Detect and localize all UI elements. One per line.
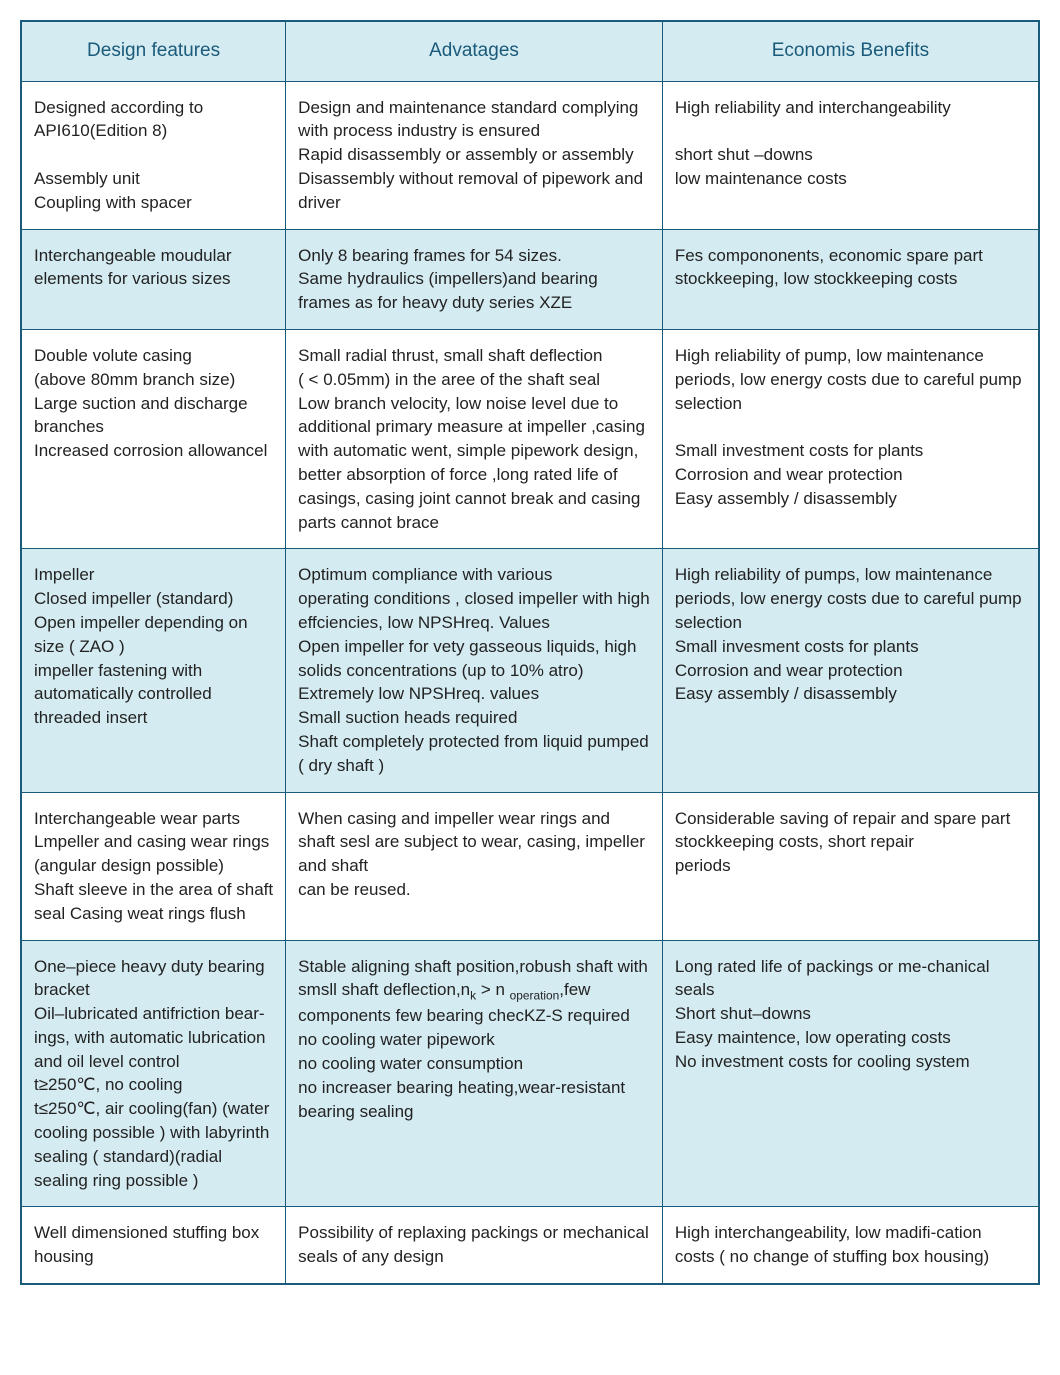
header-economis-benefits: Economis Benefits (662, 21, 1039, 81)
table-row: Double volute casing (above 80mm branch … (21, 329, 1039, 548)
header-advantages: Advatages (286, 21, 663, 81)
features-table: Design features Advatages Economis Benef… (20, 20, 1040, 1285)
cell-design-features: One–piece heavy duty bearing bracket Oil… (21, 940, 286, 1207)
table-row: Impeller Closed impeller (standard) Open… (21, 549, 1039, 792)
table-row: Interchangeable moudular elements for va… (21, 229, 1039, 329)
cell-advantages: Small radial thrust, small shaft deflect… (286, 329, 663, 548)
header-design-features: Design features (21, 21, 286, 81)
cell-design-features: Well dimensioned stuffing box housing (21, 1207, 286, 1284)
cell-advantages: Optimum compliance with various operatin… (286, 549, 663, 792)
cell-advantages: Possibility of replaxing packings or mec… (286, 1207, 663, 1284)
table-row: Designed according to API610(Edition 8) … (21, 81, 1039, 229)
cell-economis-benefits: High reliability of pump, low maintenanc… (662, 329, 1039, 548)
table-body: Designed according to API610(Edition 8) … (21, 81, 1039, 1284)
cell-advantages: Stable aligning shaft position,robush sh… (286, 940, 663, 1207)
cell-advantages: Only 8 bearing frames for 54 sizes. Same… (286, 229, 663, 329)
cell-economis-benefits: Fes compononents, economic spare part st… (662, 229, 1039, 329)
cell-economis-benefits: Long rated life of packings or me-chanic… (662, 940, 1039, 1207)
cell-advantages: When casing and impeller wear rings and … (286, 792, 663, 940)
cell-advantages: Design and maintenance standard complyin… (286, 81, 663, 229)
cell-design-features: Double volute casing (above 80mm branch … (21, 329, 286, 548)
table-header-row: Design features Advatages Economis Benef… (21, 21, 1039, 81)
cell-design-features: Interchangeable wear parts Lmpeller and … (21, 792, 286, 940)
cell-design-features: Interchangeable moudular elements for va… (21, 229, 286, 329)
cell-economis-benefits: High interchangeability, low madifi-cati… (662, 1207, 1039, 1284)
table-row: Interchangeable wear parts Lmpeller and … (21, 792, 1039, 940)
cell-design-features: Designed according to API610(Edition 8) … (21, 81, 286, 229)
cell-economis-benefits: Considerable saving of repair and spare … (662, 792, 1039, 940)
table-row: Well dimensioned stuffing box housingPos… (21, 1207, 1039, 1284)
cell-economis-benefits: High reliability and interchangeability … (662, 81, 1039, 229)
cell-design-features: Impeller Closed impeller (standard) Open… (21, 549, 286, 792)
table-row: One–piece heavy duty bearing bracket Oil… (21, 940, 1039, 1207)
cell-economis-benefits: High reliability of pumps, low maintenan… (662, 549, 1039, 792)
